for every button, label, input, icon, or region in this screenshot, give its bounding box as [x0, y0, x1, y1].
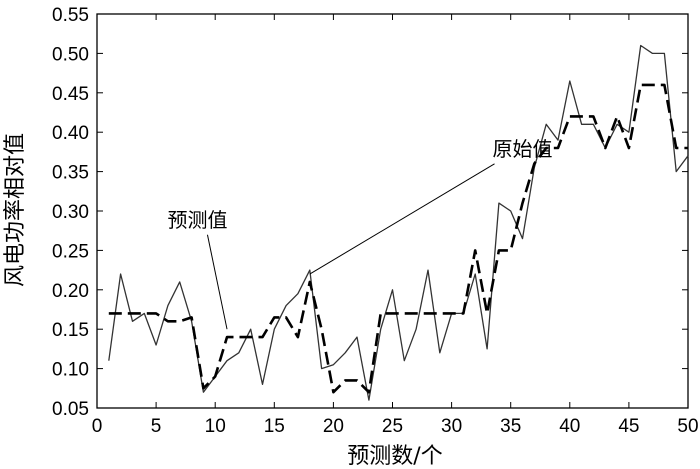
y-tick-label: 0.40: [52, 123, 89, 144]
y-tick-label: 0.45: [52, 84, 89, 105]
y-tick-label: 0.35: [52, 163, 89, 184]
x-tick-label: 10: [205, 416, 226, 437]
x-axis-title: 预测数/个: [347, 444, 442, 469]
annotation-label: 预测值: [167, 208, 227, 232]
y-tick-label: 0.55: [52, 5, 89, 26]
y-tick-label: 0.05: [52, 399, 89, 420]
x-tick-label: 20: [323, 416, 344, 437]
series-solid-line: [108, 44, 689, 401]
y-axis-title: 风电功率相对值: [3, 133, 28, 287]
annotation-pointer: [206, 234, 228, 330]
x-tick-label: 5: [151, 416, 162, 437]
x-tick-label: 50: [677, 416, 698, 437]
annotation-label: 原始值: [493, 137, 553, 161]
y-tick-label: 0.10: [52, 360, 89, 381]
y-tick-label: 0.15: [52, 320, 89, 341]
y-tick-label: 0.25: [52, 241, 89, 262]
x-tick-label: 0: [92, 416, 103, 437]
x-tick-label: 40: [559, 416, 580, 437]
plot-area: 0 5 10 15 20 25 30 35 40 45 50 0.05 0.10 0.15 0.20 0.25…: [52, 5, 699, 437]
annotation-pointer: [309, 163, 495, 275]
y-tick-label: 0.20: [52, 281, 89, 302]
x-tick-label: 25: [382, 416, 403, 437]
x-tick-label: 30: [441, 416, 462, 437]
x-tick-label: 35: [500, 416, 521, 437]
series-dashed-line: [108, 83, 688, 394]
y-tick-label: 0.50: [52, 44, 89, 65]
x-tick-label: 15: [264, 416, 285, 437]
x-tick-label: 45: [618, 416, 639, 437]
y-tick-label: 0.30: [52, 202, 89, 223]
